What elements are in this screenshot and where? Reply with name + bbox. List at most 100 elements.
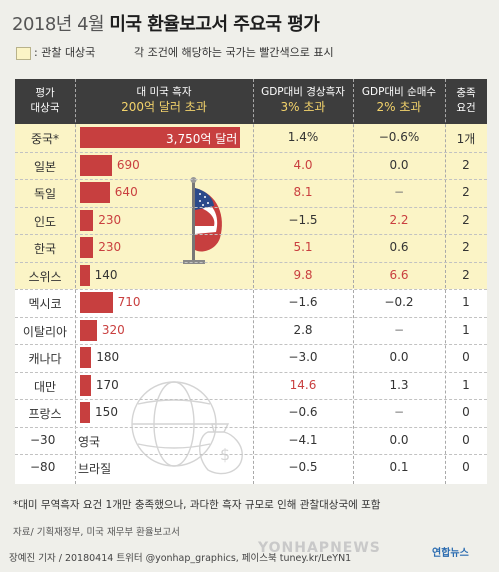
row-separator xyxy=(15,316,487,318)
requirements-met-value: 2 xyxy=(462,240,470,254)
current-account-value: 2.8 xyxy=(293,322,313,337)
surplus-value: −30 xyxy=(30,432,56,447)
source-note: 자료/ 기획재정부, 미국 재무부 환율보고서 xyxy=(13,527,180,538)
surplus-value: −80 xyxy=(30,460,56,474)
requirements-met-value: 2 xyxy=(462,185,470,199)
requirements-met-value: 2 xyxy=(462,212,470,227)
requirements-met-value: 2 xyxy=(462,267,470,282)
surplus-bar xyxy=(80,127,240,148)
requirements-met-value: 0 xyxy=(462,405,470,419)
surplus-value: 230 xyxy=(98,212,122,227)
surplus-value: 640 xyxy=(114,185,138,199)
surplus-value: 180 xyxy=(96,350,120,364)
surplus-bar xyxy=(80,182,110,203)
current-account-value: −4.1 xyxy=(288,432,318,447)
net-purchase-value: − xyxy=(393,322,405,337)
surplus-bar xyxy=(80,209,94,231)
us-flag-icon xyxy=(183,177,222,264)
surplus-bar xyxy=(80,237,94,258)
agency-logo: 연합뉴스 xyxy=(432,548,469,559)
country-label: 대만 xyxy=(33,379,57,394)
current-account-value: 4.0 xyxy=(293,157,313,172)
legend-label: : 관찰 대상국 xyxy=(34,46,96,59)
legend-note: 각 조건에 해당하는 국가는 빨간색으로 표시 xyxy=(134,46,334,59)
header-surplus: 대 미국 흑자 200억 달러 초과 xyxy=(75,85,253,115)
country-label: 영국 xyxy=(78,434,101,449)
page-title: 2018년 4월 미국 환율보고서 주요국 평가 xyxy=(12,10,320,36)
net-purchase-value: 0.1 xyxy=(389,460,409,474)
table-header: 평가 대상국 대 미국 흑자 200억 달러 초과 GDP대비 경상흑자 3% 초과 … xyxy=(15,79,487,124)
current-account-value: −0.6 xyxy=(288,405,318,419)
requirements-met-value: 1개 xyxy=(456,132,476,146)
row-separator xyxy=(15,426,487,428)
header-met-line2: 요건 xyxy=(456,102,476,114)
column-divider xyxy=(75,79,76,484)
net-purchase-value: 0.0 xyxy=(389,432,409,447)
row-separator xyxy=(15,371,487,373)
current-account-value: 8.1 xyxy=(293,185,313,199)
surplus-value: 140 xyxy=(94,267,118,282)
row-separator xyxy=(15,454,487,455)
net-purchase-value: − xyxy=(393,405,405,419)
title-date: 2018년 4월 xyxy=(12,14,105,35)
net-purchase-value: 0.6 xyxy=(389,240,409,254)
surplus-value: 170 xyxy=(95,377,119,392)
surplus-value: 230 xyxy=(98,240,122,254)
current-account-value: −0.5 xyxy=(288,460,318,474)
surplus-bar xyxy=(80,292,113,313)
current-account-value: 1.4% xyxy=(287,130,319,144)
row-separator xyxy=(15,206,487,208)
row-separator xyxy=(15,289,487,290)
current-account-value: −1.5 xyxy=(288,212,318,227)
surplus-value: 150 xyxy=(95,405,118,419)
requirements-met-value: 2 xyxy=(462,157,470,172)
row-separator xyxy=(15,234,487,235)
country-label: 프랑스 xyxy=(28,407,62,421)
surplus-value: 690 xyxy=(116,157,140,172)
surplus-bar xyxy=(80,264,90,286)
current-account-value: 9.8 xyxy=(293,267,313,282)
row-separator xyxy=(15,344,487,345)
header-current-line2: 3% 초과 xyxy=(280,100,326,114)
header-net-line2: 2% 초과 xyxy=(376,100,422,114)
requirements-met-value: 1 xyxy=(462,322,470,337)
row-separator xyxy=(15,399,487,400)
country-label: 독일 xyxy=(33,187,57,201)
legend-swatch xyxy=(16,47,31,60)
net-purchase-value: −0.2 xyxy=(384,295,414,309)
surplus-value: 3,750억 달러 xyxy=(166,132,238,146)
header-net-line1: GDP대비 순매수 xyxy=(361,86,437,98)
header-country-line2: 대상국 xyxy=(30,102,60,114)
country-label: 일본 xyxy=(33,159,57,174)
column-divider xyxy=(353,79,354,484)
requirements-met-value: 1 xyxy=(462,295,470,309)
header-surplus-line2: 200억 달러 초과 xyxy=(121,100,207,114)
row-separator xyxy=(15,151,487,153)
country-label: 멕시코 xyxy=(28,297,62,311)
row-separator xyxy=(15,261,487,263)
credit-line: 장예진 기자 / 20180414 트위터 @yonhap_graphics, … xyxy=(9,553,352,564)
footnote: *대미 무역흑자 요건 1개만 충족했으나, 과다한 흑자 규모로 인해 관찰대… xyxy=(13,499,381,511)
header-met-line1: 충족 xyxy=(456,87,476,99)
title-main: 미국 환율보고서 주요국 평가 xyxy=(109,14,320,35)
country-label: 스위스 xyxy=(28,269,62,284)
surplus-bar xyxy=(80,154,112,176)
surplus-bar xyxy=(80,319,97,341)
country-label: 이탈리아 xyxy=(22,324,68,339)
requirements-met-value: 0 xyxy=(462,432,470,447)
watermark: YONHAPNEWS xyxy=(258,540,381,556)
surplus-bar xyxy=(80,374,91,396)
header-country-line1: 평가 xyxy=(35,87,55,99)
current-account-value: −3.0 xyxy=(288,350,318,364)
requirements-met-value: 0 xyxy=(462,460,470,474)
surplus-bar xyxy=(80,402,91,423)
net-purchase-value: 6.6 xyxy=(389,267,409,282)
surplus-value: 710 xyxy=(117,295,141,309)
country-label: 브라질 xyxy=(78,462,112,476)
current-account-value: −1.6 xyxy=(288,295,318,309)
current-account-value: 5.1 xyxy=(293,240,313,254)
column-divider xyxy=(445,79,446,484)
header-current-line1: GDP대비 경상흑자 xyxy=(261,86,345,98)
net-purchase-value: −0.6% xyxy=(378,130,420,144)
